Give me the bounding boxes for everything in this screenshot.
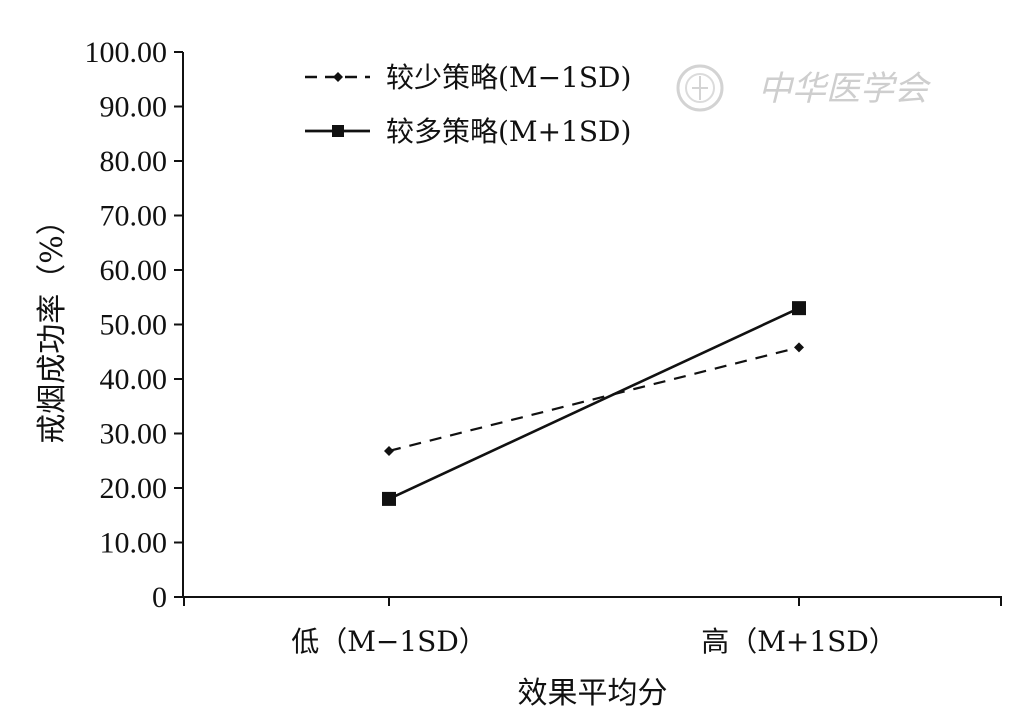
y-tick-label: 30.00 [100, 418, 168, 451]
y-tick-label: 80.00 [100, 145, 168, 178]
series-line [388, 346, 800, 453]
y-axis-title: 戒烟成功率（%） [35, 205, 70, 444]
legend-label: 较多策略(M+1SD) [386, 115, 631, 148]
series-marker-square [792, 301, 806, 316]
society-seal-icon [676, 64, 724, 112]
series-more-strategies [382, 301, 806, 506]
watermark: 中华医学会 [676, 64, 932, 112]
x-tick-label: 低（M−1SD） [291, 625, 487, 658]
series-marker-square [382, 491, 396, 506]
series-marker-diamond [384, 445, 394, 456]
legend-marker-diamond [333, 72, 343, 82]
plot-area [382, 301, 806, 506]
y-tick-label: 20.00 [100, 472, 168, 505]
series-fewer-strategies [384, 342, 804, 456]
legend: 较少策略(M−1SD) 较多策略(M+1SD) [305, 61, 631, 148]
y-tick-label: 60.00 [100, 254, 168, 287]
legend-item: 较多策略(M+1SD) [305, 115, 631, 148]
y-tick-label: 100.00 [85, 36, 168, 69]
x-axis-title: 效果平均分 [518, 676, 668, 711]
legend-label: 较少策略(M−1SD) [386, 61, 631, 94]
series-marker-diamond [794, 342, 804, 353]
y-tick-label: 70.00 [100, 200, 168, 233]
x-axis: 低（M−1SD） 高（M+1SD） [183, 596, 1002, 658]
legend-marker-square [332, 125, 344, 137]
series-line [388, 306, 800, 501]
x-tick-label: 高（M+1SD） [701, 625, 897, 658]
legend-item: 较少策略(M−1SD) [305, 61, 631, 94]
y-tick-label: 40.00 [100, 363, 168, 396]
y-tick-label: 10.00 [100, 527, 168, 560]
y-tick-label: 90.00 [100, 91, 168, 124]
y-tick-label: 0 [152, 581, 167, 614]
y-tick-label: 50.00 [100, 309, 168, 342]
watermark-text: 中华医学会 [758, 69, 932, 109]
y-axis: 0 10.00 20.00 30.00 40.00 50.00 60.00 70.00 80.0… [85, 36, 184, 614]
